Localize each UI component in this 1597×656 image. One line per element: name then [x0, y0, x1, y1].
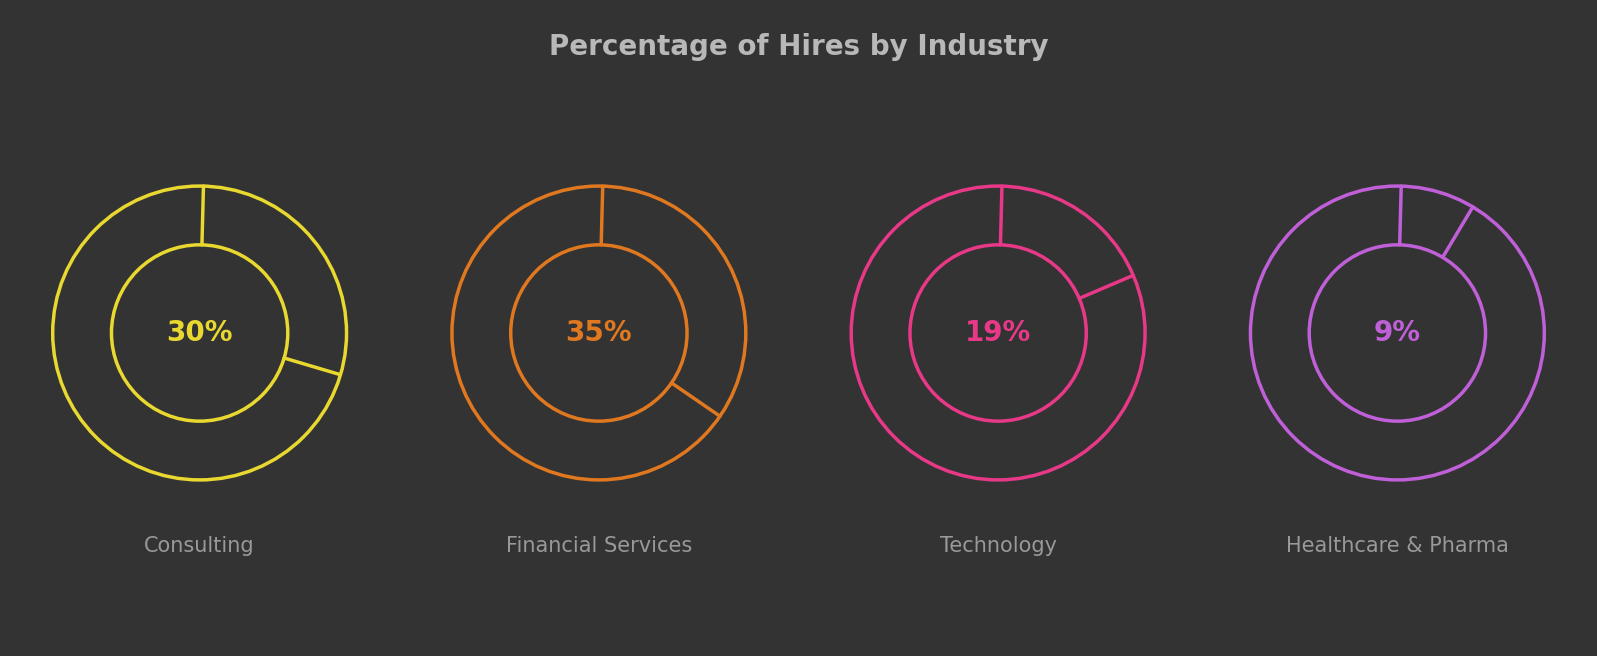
Text: 35%: 35% — [565, 319, 632, 347]
Text: 9%: 9% — [1373, 319, 1421, 347]
Text: 30%: 30% — [166, 319, 233, 347]
Text: Financial Services: Financial Services — [506, 536, 692, 556]
Text: Healthcare & Pharma: Healthcare & Pharma — [1286, 536, 1509, 556]
Text: Technology: Technology — [939, 536, 1057, 556]
Text: Consulting: Consulting — [144, 536, 256, 556]
Text: Percentage of Hires by Industry: Percentage of Hires by Industry — [549, 33, 1048, 61]
Text: 19%: 19% — [965, 319, 1032, 347]
